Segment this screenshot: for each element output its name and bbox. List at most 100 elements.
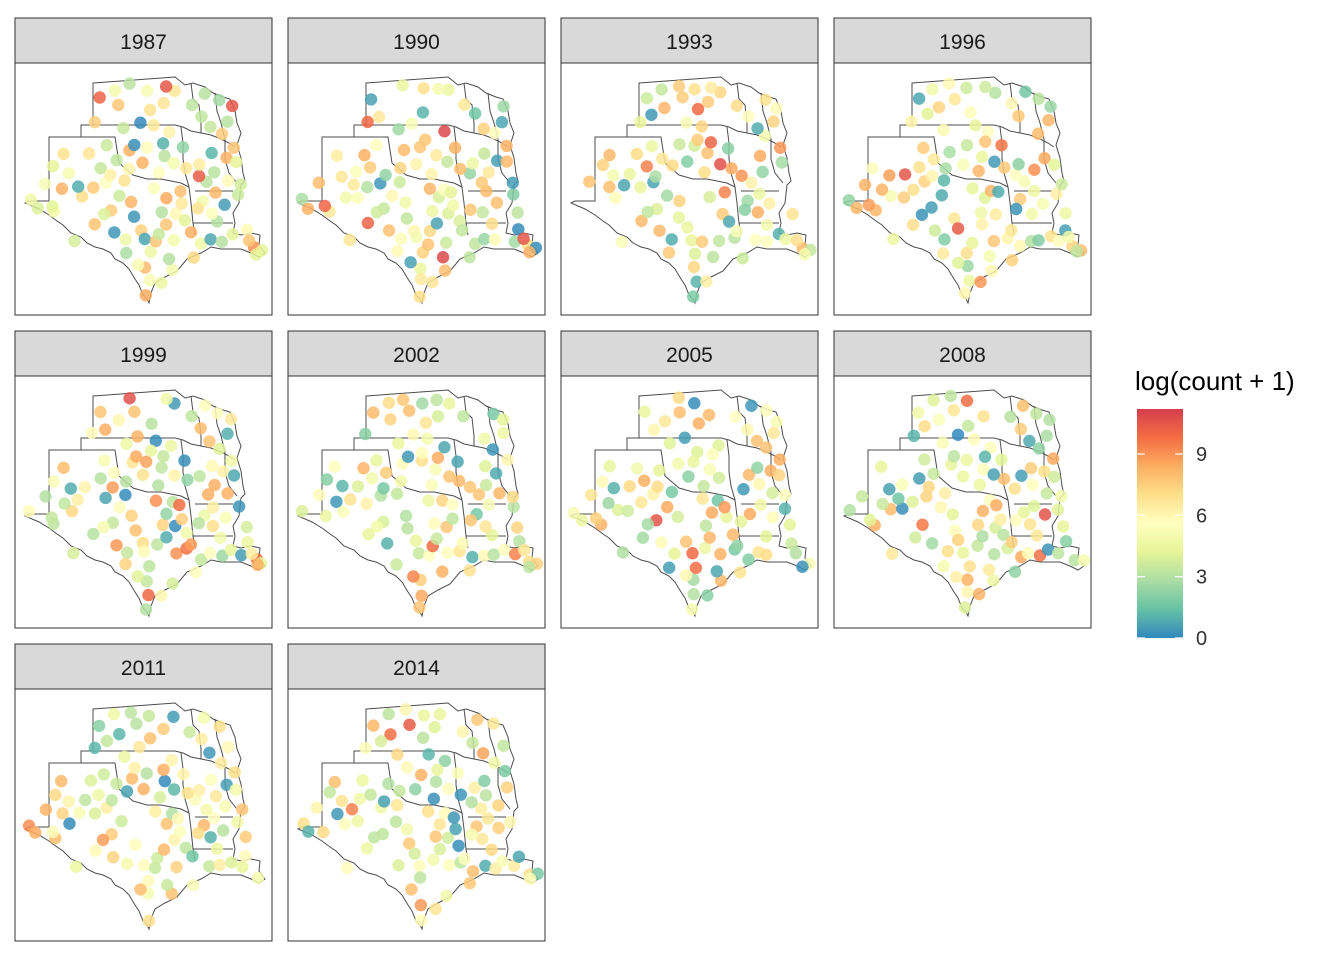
station-point: [310, 801, 324, 814]
legend-tick-label: 3: [1196, 567, 1207, 589]
station-point: [206, 501, 220, 514]
station-point: [1012, 158, 1025, 171]
region-outline: [23, 389, 266, 618]
station-point: [952, 533, 965, 547]
station-point: [706, 448, 719, 461]
facet-strip: [14, 17, 273, 64]
station-point: [221, 487, 234, 500]
station-point: [1052, 234, 1066, 248]
station-point: [140, 455, 153, 468]
station-point: [399, 196, 412, 209]
station-point: [413, 871, 427, 884]
station-point: [1009, 168, 1022, 182]
station-point: [399, 509, 413, 523]
station-point: [906, 495, 919, 508]
station-point: [106, 481, 119, 494]
station-point: [409, 783, 422, 796]
station-point: [456, 537, 469, 550]
station-point: [251, 558, 264, 571]
station-point: [695, 120, 708, 133]
station-point: [497, 426, 510, 440]
station-point: [343, 233, 356, 247]
station-point: [583, 175, 596, 188]
station-point: [960, 453, 973, 467]
station-point: [866, 162, 879, 175]
station-point: [94, 405, 107, 419]
station-point: [62, 795, 75, 808]
station-point: [55, 774, 68, 788]
station-point: [181, 473, 194, 486]
station-point: [745, 176, 758, 189]
station-point: [228, 766, 241, 779]
station-point: [414, 262, 427, 275]
station-point: [429, 902, 442, 916]
station-point: [487, 407, 500, 421]
station-point: [512, 223, 525, 236]
station-point: [479, 789, 493, 802]
station-point: [944, 389, 957, 403]
station-point: [192, 169, 206, 183]
station-point: [160, 392, 173, 406]
station-point: [658, 101, 671, 115]
station-point: [500, 139, 513, 153]
station-point: [367, 831, 381, 844]
station-point: [128, 138, 141, 152]
station-point: [174, 185, 187, 198]
station-point: [441, 831, 455, 844]
station-point: [687, 260, 701, 274]
station-point: [957, 546, 970, 559]
station-point: [88, 218, 101, 231]
station-point: [927, 467, 940, 480]
station-point: [471, 713, 484, 726]
station-point: [205, 146, 218, 160]
station-point: [478, 549, 491, 562]
station-point: [439, 236, 453, 249]
station-point: [698, 541, 712, 555]
station-point: [454, 162, 467, 176]
state-border: [770, 139, 784, 184]
station-point: [128, 405, 141, 418]
station-point: [414, 898, 428, 912]
station-point: [89, 844, 102, 857]
station-point: [361, 216, 375, 230]
station-point: [492, 799, 505, 812]
station-point: [972, 587, 986, 601]
station-point: [1009, 514, 1023, 527]
station-point: [478, 147, 491, 160]
station-points: [295, 79, 543, 303]
station-point: [615, 235, 628, 249]
station-point: [666, 159, 679, 172]
station-point: [167, 234, 181, 247]
station-point: [963, 274, 976, 287]
station-point: [125, 772, 139, 785]
station-point: [497, 739, 510, 752]
station-point: [124, 195, 138, 209]
station-point: [312, 176, 325, 189]
station-point: [347, 178, 360, 191]
station-point: [485, 217, 499, 230]
station-point: [163, 125, 176, 139]
station-point: [714, 574, 728, 587]
station-point: [422, 494, 435, 507]
station-point: [193, 784, 206, 797]
station-point: [24, 193, 38, 206]
station-point: [382, 396, 396, 409]
station-point: [178, 454, 191, 467]
station-point: [425, 167, 438, 181]
station-point: [1012, 109, 1025, 123]
station-point: [202, 488, 215, 501]
station-point: [796, 560, 809, 573]
station-point: [160, 192, 173, 205]
station-point: [403, 718, 416, 731]
station-point: [921, 107, 934, 120]
station-point: [39, 803, 53, 816]
station-point: [47, 475, 61, 488]
station-point: [226, 99, 239, 113]
station-point: [217, 824, 230, 837]
station-point: [335, 794, 349, 808]
state-border: [627, 449, 736, 501]
facet-panel-frame: [14, 688, 273, 942]
station-point: [941, 545, 954, 558]
station-point: [1052, 547, 1065, 560]
station-point: [1077, 554, 1091, 567]
